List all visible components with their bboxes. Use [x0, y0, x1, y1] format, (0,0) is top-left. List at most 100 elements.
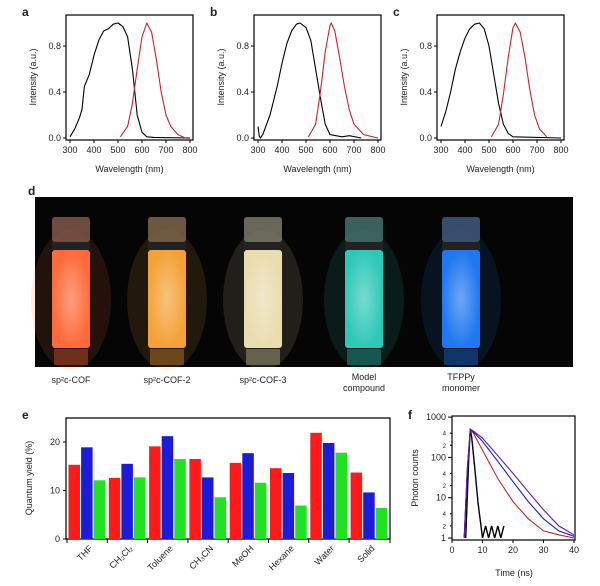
bar-CH₂Cl₂-1: [108, 477, 121, 539]
bar-THF-1: [68, 464, 80, 539]
y-axis-label: Intensity (a.u.): [28, 48, 38, 105]
y-tick-label: 0.4: [419, 87, 432, 97]
y-tick-label: 100: [431, 452, 446, 462]
vial-neck: [52, 242, 90, 250]
bar-THF-2: [81, 447, 93, 539]
bar-Hexane-1: [270, 468, 282, 539]
y-minor-label: 4: [443, 432, 447, 438]
plot-frame: [253, 14, 382, 141]
x-tick-label: 600: [322, 145, 337, 155]
x-tick-label: 800: [553, 145, 568, 155]
x-tick-label: 30: [538, 545, 548, 555]
y-axis-label: Intensity (a.u.): [399, 48, 409, 105]
absorption-curve: [69, 22, 191, 139]
bar-MeOH-3: [254, 482, 267, 539]
x-tick-label: THF: [75, 543, 95, 563]
x-tick-label: CH₂Cl₂: [107, 543, 135, 571]
bar-Hexane-3: [295, 505, 307, 539]
x-tick-label: 20: [508, 545, 518, 555]
bar-THF-3: [93, 480, 106, 539]
bar-Toluene-3: [174, 458, 186, 539]
panel-label-f: f: [408, 408, 413, 422]
bar-Solid-1: [350, 472, 363, 539]
bar-Water-3: [335, 452, 347, 539]
bar-CH₃CN-2: [202, 477, 214, 539]
x-tick-label: 300: [62, 145, 77, 155]
bar-Toluene-1: [149, 446, 161, 539]
x-tick-label: Toluene: [146, 543, 175, 572]
vial-highlight: [52, 250, 90, 348]
emission-curve: [490, 22, 548, 138]
vial-cap-tint: [244, 217, 282, 242]
x-tick-label: 0: [449, 545, 454, 555]
vial-cap-tint: [148, 217, 186, 242]
panel-label-d: d: [28, 184, 35, 198]
x-tick-label: 700: [158, 145, 173, 155]
bar-Solid-2: [363, 492, 375, 539]
y-tick-label: 1: [441, 533, 446, 543]
x-tick-label: 10: [477, 545, 487, 555]
bar-CH₃CN-1: [189, 458, 201, 539]
x-axis-label: Wavelength (nm): [283, 164, 351, 174]
panel-label-a: a: [22, 5, 29, 19]
bar-Water-2: [322, 442, 335, 539]
vial-cap: [52, 217, 90, 242]
y-tick-label: 0: [55, 534, 60, 544]
x-tick-label: 400: [274, 145, 289, 155]
vial-highlight: [345, 250, 383, 348]
y-tick-label: 0.8: [48, 41, 61, 51]
vial-label-5: TFPPy: [447, 372, 475, 382]
x-tick-label: 500: [481, 145, 496, 155]
vial-cap: [442, 217, 480, 242]
emission-curve: [307, 22, 379, 139]
panel-label-b: b: [210, 5, 217, 19]
vial-reflection: [150, 349, 184, 365]
vial-label-4: Model: [352, 372, 377, 382]
x-tick-label: 600: [134, 145, 149, 155]
x-tick-label: 400: [86, 145, 101, 155]
emission-curve: [119, 22, 186, 139]
y-axis-label: Photon counts: [410, 449, 420, 507]
y-minor-label: 2: [443, 484, 447, 490]
y-tick-label: 10: [436, 493, 446, 503]
y-tick-label: 0.0: [419, 133, 432, 143]
y-minor-label: 2: [443, 524, 447, 530]
absorption-curve: [257, 22, 362, 139]
absorption-curve: [440, 22, 562, 139]
bar-CH₃CN-3: [214, 497, 227, 539]
y-tick-label: 20: [50, 437, 60, 447]
bar-CH₂Cl₂-3: [134, 477, 146, 539]
vial-highlight: [244, 250, 282, 348]
vial-neck: [148, 242, 186, 250]
y-tick-label: 0.8: [236, 41, 249, 51]
panel-label-e: e: [22, 408, 29, 422]
vial-neck: [345, 242, 383, 250]
y-tick-label: 0.0: [48, 133, 61, 143]
y-tick-label: 0.4: [236, 87, 249, 97]
vial-cap: [345, 217, 383, 242]
vial-label-3: sp²c-COF-3: [240, 375, 287, 385]
photo-background: [35, 197, 573, 367]
y-axis-label: Quantum yield (%): [24, 441, 34, 516]
panel-label-c: c: [393, 5, 400, 19]
x-tick-label: 800: [370, 145, 385, 155]
bar-CH₂Cl₂-2: [121, 463, 133, 539]
vial-cap: [244, 217, 282, 242]
y-tick-label: 0.8: [419, 41, 432, 51]
vial-label-1: sp²c-COF: [52, 375, 91, 385]
vial-highlight: [442, 250, 480, 348]
y-minor-label: 4: [443, 512, 447, 518]
bar-Toluene-2: [161, 436, 174, 539]
vial-label-5-line2: monomer: [442, 383, 480, 393]
x-tick-label: 500: [110, 145, 125, 155]
vial-cap-tint: [442, 217, 480, 242]
x-tick-label: 700: [346, 145, 361, 155]
vial-reflection: [444, 349, 478, 365]
x-tick-label: 40: [569, 545, 579, 555]
vial-highlight: [148, 250, 186, 348]
vial-reflection: [246, 349, 280, 365]
vial-cap: [148, 217, 186, 242]
bar-Hexane-2: [282, 473, 295, 539]
vial-reflection: [54, 349, 88, 365]
y-tick-label: 0.4: [48, 87, 61, 97]
